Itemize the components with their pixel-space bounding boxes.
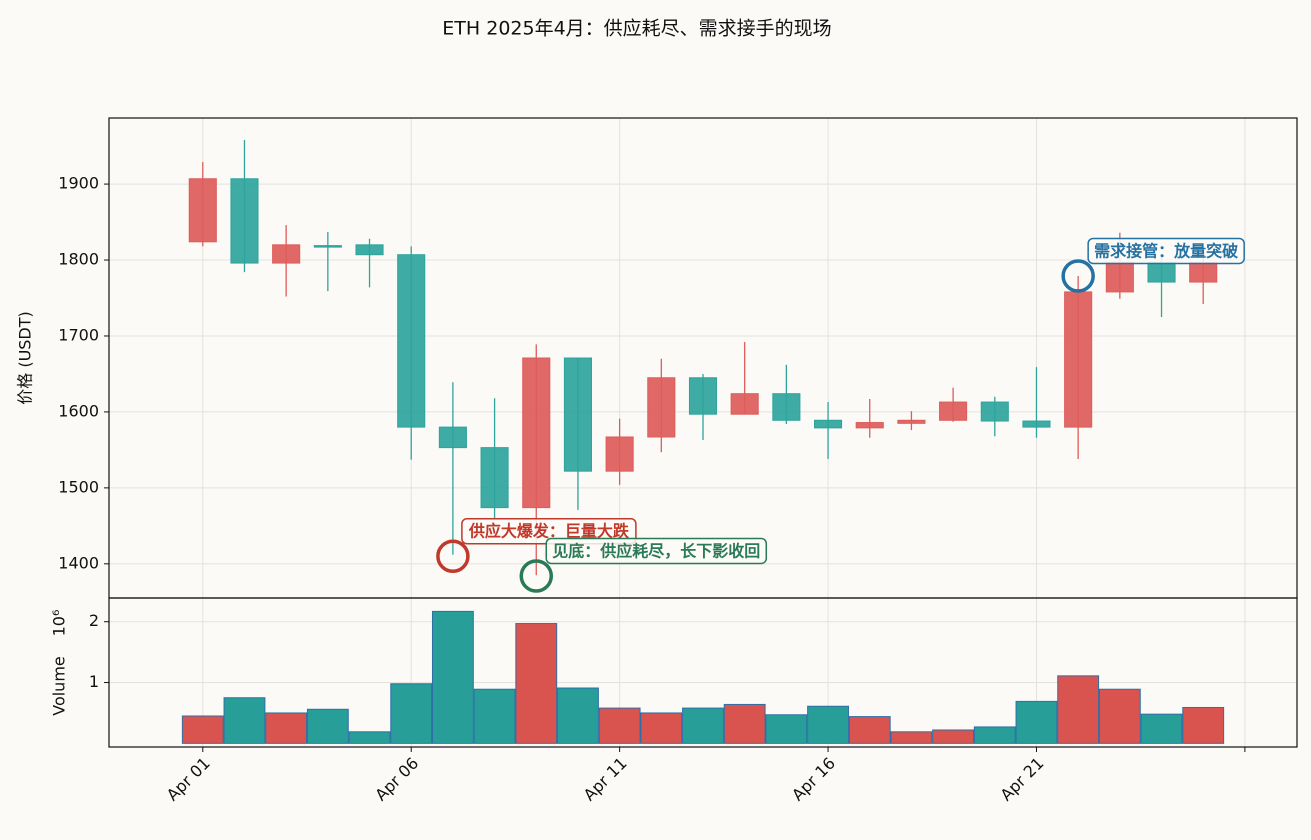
candle-body [897, 419, 926, 424]
offset-text: 10⁶ [50, 610, 69, 637]
candle-body [355, 244, 384, 256]
candle-body [855, 422, 884, 429]
annotation-marker [519, 559, 554, 593]
annotation-box [1087, 237, 1245, 265]
volume-bar [390, 683, 433, 744]
y-tick-label: 2 [89, 611, 99, 630]
y-axis-label: 价格 (USDT) [16, 311, 35, 405]
annotation-marker [436, 539, 470, 573]
candle-body [1147, 261, 1176, 283]
volume-bar [1140, 713, 1183, 744]
candle-body [1064, 291, 1093, 428]
volume-bar [431, 610, 474, 744]
volume-bar [598, 707, 641, 744]
candle-body [438, 426, 467, 449]
candle-body [939, 401, 968, 421]
volume-bar [848, 716, 891, 744]
chart-title: ETH 2025年4月：供应耗尽、需求接手的现场 [442, 18, 831, 40]
candle-body [313, 245, 342, 248]
volume-bar [1098, 688, 1141, 744]
candle-body [730, 393, 759, 415]
volume-bar [265, 712, 308, 744]
volume-bar [1182, 706, 1225, 744]
volume-bar [223, 697, 266, 744]
y-tick-label: 1700 [58, 325, 99, 344]
volume-bar [932, 729, 975, 744]
candle-body [480, 447, 509, 509]
candle-body [230, 178, 259, 264]
volume-bar [682, 707, 724, 744]
volume-bar [515, 623, 558, 744]
volume-bar [723, 703, 766, 744]
volume-bar [473, 688, 516, 744]
volume-bar [807, 705, 849, 744]
candle-body [188, 178, 217, 243]
y-tick-label: 1500 [58, 477, 99, 496]
volume-bar [640, 712, 683, 744]
candle-body [563, 357, 592, 472]
candle-body [1189, 261, 1218, 283]
candle-body [522, 357, 551, 509]
volume-bar [765, 714, 808, 744]
candle-body [772, 393, 801, 421]
annotation-text: 需求接管：放量突破 [1094, 241, 1238, 260]
volume-bar [306, 708, 349, 744]
candle-body [1022, 420, 1051, 428]
volume-bar [181, 715, 224, 744]
candle-body [605, 436, 634, 472]
volume-bar [557, 687, 599, 744]
annotation-marker [1061, 259, 1095, 293]
candle-body [1105, 261, 1134, 293]
candle-body [688, 377, 718, 415]
annotation-text: 供应大爆发：巨量大跌 [468, 522, 630, 541]
candle-body [814, 419, 843, 429]
candle-body [980, 401, 1009, 422]
y-tick-label: 1400 [58, 553, 99, 572]
plot-frame [108, 597, 1298, 748]
volume-bar [1015, 700, 1058, 744]
y-tick-label: 1600 [58, 401, 99, 420]
volume-bar [348, 731, 391, 744]
candle-body [647, 377, 676, 438]
annotation-box [545, 537, 768, 565]
annotation-text: 见底：供应耗尽，长下影收回 [552, 541, 760, 560]
volume-bar [1057, 675, 1100, 744]
volume-bar [973, 726, 1016, 744]
y-tick-label: 1800 [58, 250, 99, 269]
y-tick-label: 1900 [58, 174, 99, 193]
candle-body [272, 244, 301, 264]
y-tick-label: 1 [89, 672, 99, 691]
y-axis-label: Volume [50, 656, 69, 716]
volume-bar [890, 731, 933, 744]
candle-body [397, 254, 426, 428]
